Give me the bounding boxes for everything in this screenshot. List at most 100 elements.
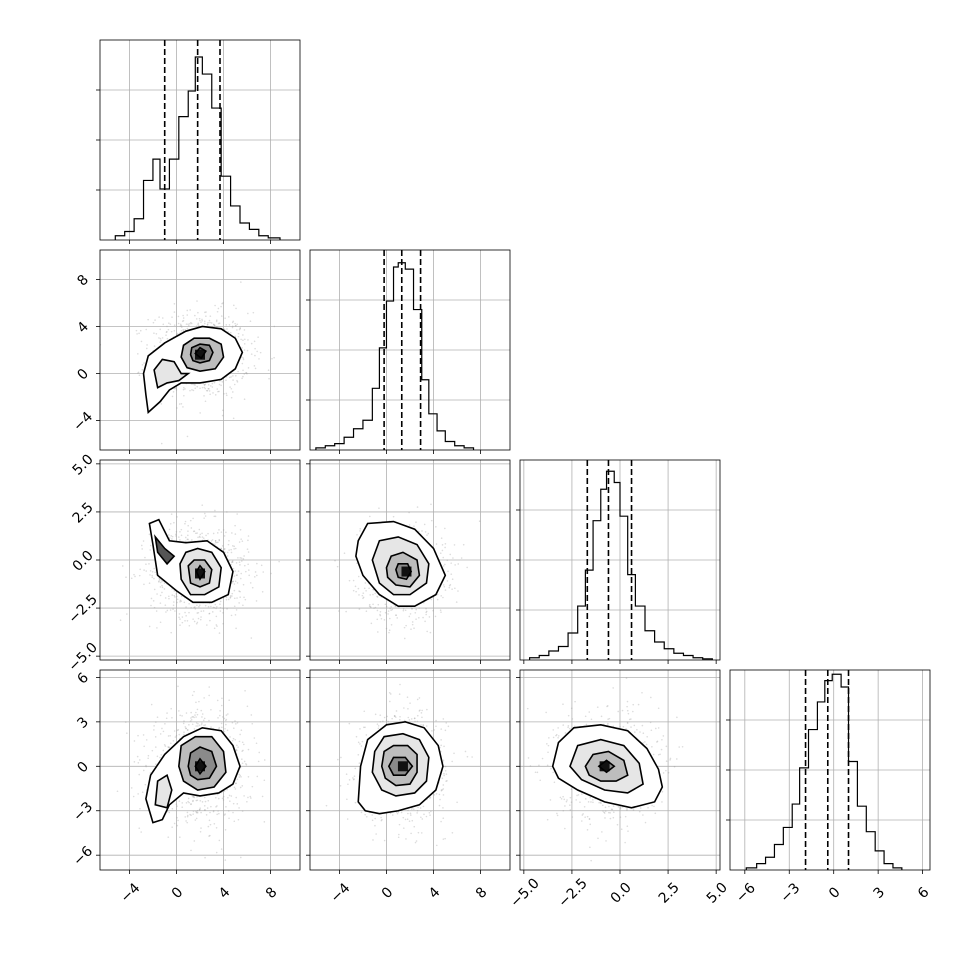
sample-point bbox=[440, 537, 443, 539]
sample-point bbox=[641, 691, 643, 694]
sample-point bbox=[256, 562, 258, 565]
sample-point bbox=[569, 796, 572, 799]
sample-point bbox=[201, 536, 204, 538]
sample-point bbox=[164, 722, 166, 725]
sample-point bbox=[206, 389, 209, 392]
sample-point bbox=[139, 807, 141, 810]
sample-point bbox=[210, 708, 212, 711]
sample-point bbox=[192, 618, 194, 620]
contour-line-3 bbox=[395, 563, 413, 581]
y-tick-label-0: −4 bbox=[70, 409, 96, 435]
sample-point bbox=[243, 398, 246, 401]
sample-point bbox=[247, 775, 250, 778]
sample-point bbox=[421, 530, 423, 532]
sample-point bbox=[186, 729, 189, 731]
sample-point bbox=[379, 714, 382, 716]
sample-point bbox=[203, 724, 205, 727]
sample-point bbox=[395, 614, 397, 616]
sample-point bbox=[241, 758, 243, 760]
sample-point bbox=[179, 836, 181, 839]
sample-point bbox=[199, 533, 202, 536]
sample-point bbox=[444, 589, 447, 591]
sample-point bbox=[180, 329, 183, 332]
sample-point bbox=[369, 594, 371, 596]
sample-point bbox=[175, 593, 177, 595]
sample-point bbox=[438, 793, 441, 796]
sample-point bbox=[233, 820, 236, 823]
sample-point bbox=[423, 602, 425, 604]
sample-point bbox=[154, 571, 156, 574]
sample-point bbox=[233, 583, 236, 585]
sample-point bbox=[162, 323, 165, 326]
sample-point bbox=[432, 596, 435, 599]
sample-point bbox=[240, 356, 243, 359]
sample-point bbox=[215, 319, 218, 321]
sample-point bbox=[390, 623, 393, 626]
sample-point bbox=[146, 344, 148, 346]
sample-point bbox=[222, 409, 224, 412]
sample-point bbox=[189, 720, 192, 722]
sample-point bbox=[204, 800, 207, 803]
sample-point bbox=[201, 532, 203, 535]
sample-point bbox=[442, 556, 445, 559]
sample-point bbox=[187, 524, 189, 527]
sample-point bbox=[198, 528, 201, 531]
panel-frame bbox=[309, 249, 511, 451]
sample-point bbox=[628, 718, 631, 721]
sample-point bbox=[141, 791, 144, 794]
sample-point bbox=[238, 328, 241, 331]
sample-point bbox=[240, 856, 242, 859]
sample-point bbox=[204, 387, 207, 390]
sample-point bbox=[238, 740, 241, 743]
sample-point bbox=[404, 818, 407, 821]
sample-point bbox=[184, 328, 187, 331]
sample-point bbox=[166, 330, 168, 333]
sample-point bbox=[175, 734, 178, 737]
sample-point bbox=[138, 773, 141, 776]
sample-point bbox=[185, 727, 187, 730]
sample-point bbox=[190, 718, 193, 721]
sample-point bbox=[346, 798, 348, 801]
sample-point bbox=[216, 388, 219, 390]
sample-point bbox=[173, 329, 176, 332]
x-tick-label-2: 0 bbox=[826, 884, 844, 902]
y-tick-label-4: 6 bbox=[74, 670, 92, 688]
sample-point bbox=[375, 833, 377, 835]
sample-point bbox=[229, 596, 232, 598]
sample-point bbox=[226, 729, 229, 732]
sample-point bbox=[231, 561, 233, 564]
sample-point bbox=[170, 631, 172, 634]
sample-point bbox=[246, 548, 249, 550]
sample-point bbox=[189, 309, 191, 311]
sample-point bbox=[442, 759, 445, 762]
sample-point bbox=[211, 382, 214, 385]
y-tick-label-2: 0 bbox=[74, 759, 92, 777]
sample-point bbox=[116, 790, 119, 793]
sample-point bbox=[237, 370, 239, 373]
sample-point bbox=[182, 317, 185, 319]
sample-point bbox=[203, 809, 206, 811]
sample-point bbox=[227, 810, 230, 812]
sample-point bbox=[199, 319, 201, 322]
sample-point bbox=[207, 799, 210, 802]
sample-point bbox=[153, 729, 155, 731]
sample-point bbox=[353, 775, 356, 777]
sample-point bbox=[234, 580, 237, 583]
sample-point bbox=[452, 557, 454, 559]
x-tick-label-3: 3 bbox=[871, 884, 889, 902]
sample-point bbox=[228, 539, 230, 542]
sample-point bbox=[398, 833, 400, 836]
sample-point bbox=[413, 825, 416, 828]
sample-point bbox=[212, 323, 215, 326]
sample-point bbox=[191, 389, 193, 391]
sample-point bbox=[210, 322, 213, 324]
panel-frame bbox=[729, 669, 931, 871]
y-tick-label-4: 5.0 bbox=[70, 451, 97, 478]
sample-point bbox=[196, 532, 198, 534]
sample-point bbox=[232, 417, 235, 420]
sample-point bbox=[387, 613, 389, 615]
sample-point bbox=[224, 317, 226, 320]
sample-point bbox=[204, 856, 206, 859]
sample-point bbox=[650, 729, 653, 732]
sample-point bbox=[224, 719, 227, 722]
